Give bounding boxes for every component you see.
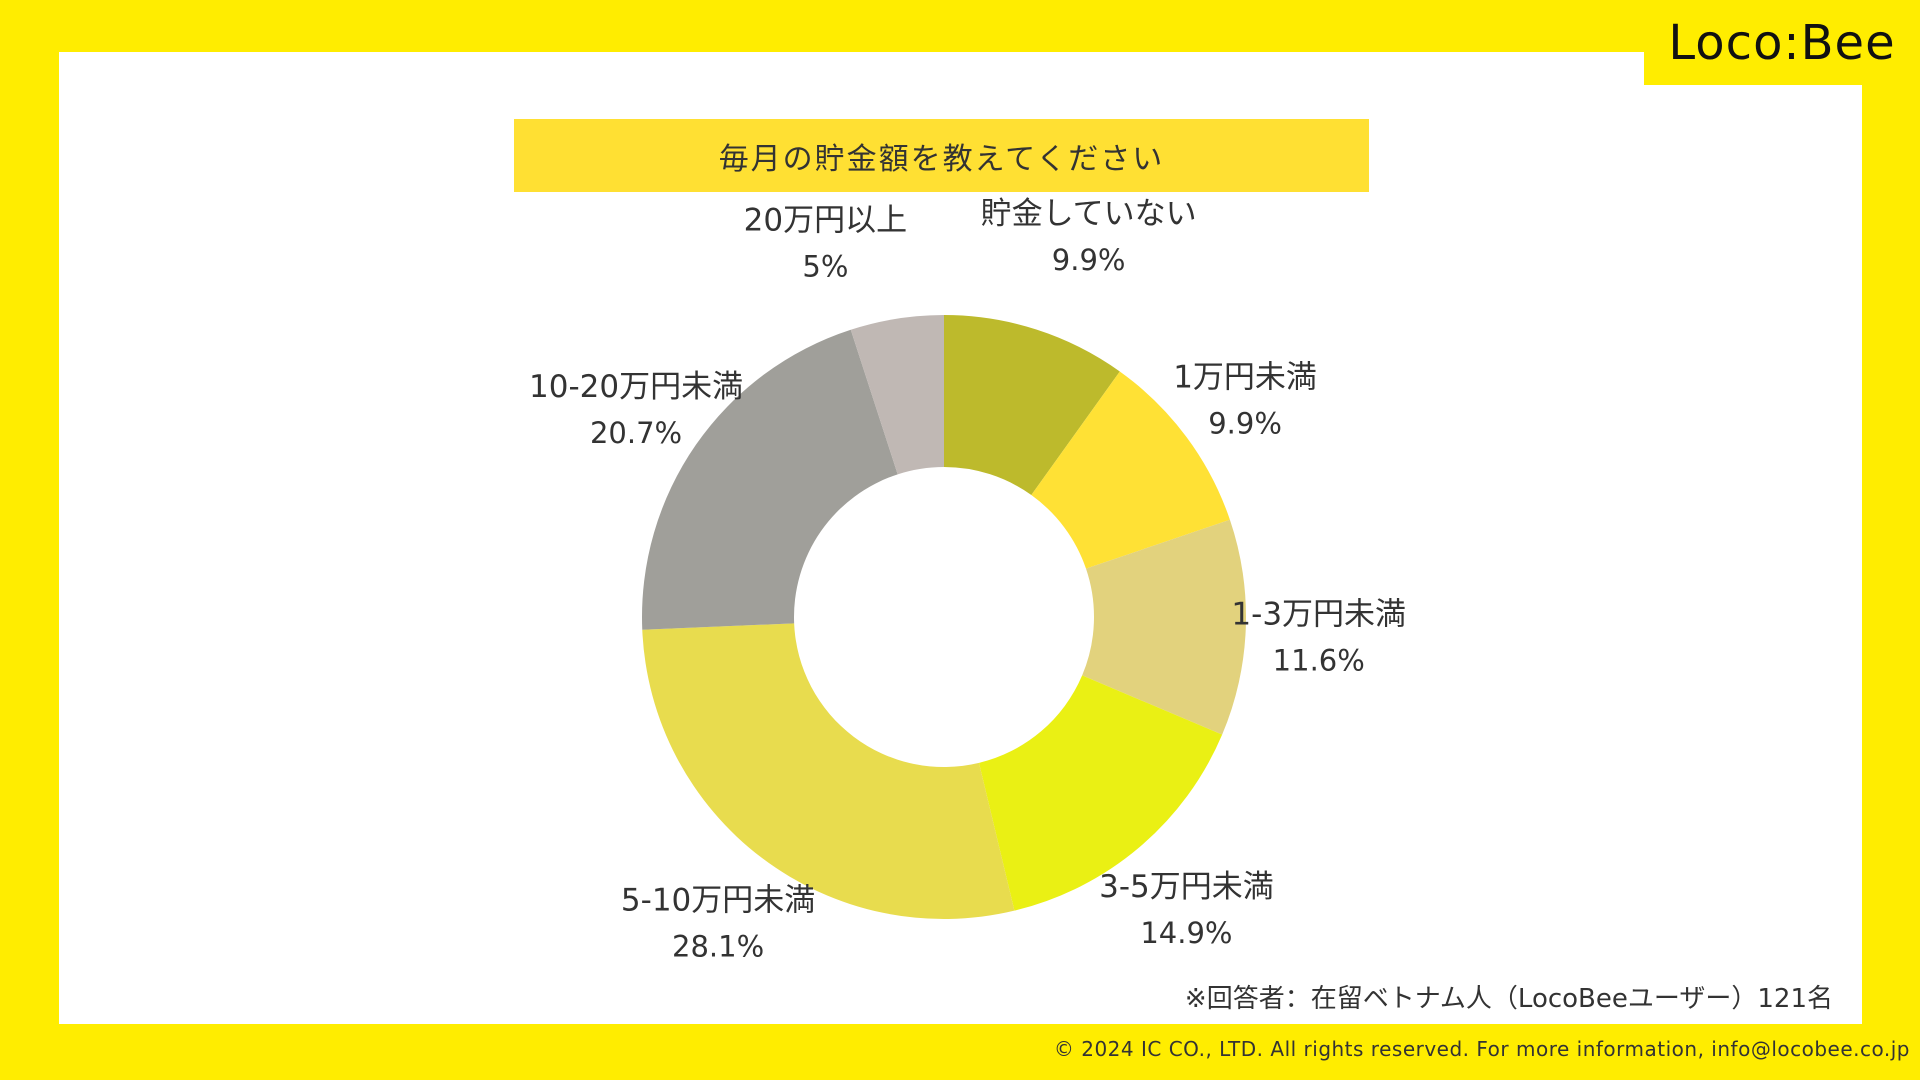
slice-category-label: 1万円未満 [1173,359,1317,395]
donut-slice [1082,519,1246,735]
donut-slice [1031,371,1230,569]
slice-value-label: 9.9% [1208,406,1282,440]
slice-value-label: 20.7% [590,416,682,450]
slice-value-label: 14.9% [1140,916,1232,950]
slice-category-label: 1-3万円未満 [1231,597,1406,633]
copyright-notice: © 2024 IC CO., LTD. All rights reserved.… [1053,1037,1910,1061]
logo-area: Loco:Bee [1644,0,1920,85]
slice-value-label: 28.1% [672,929,764,963]
donut-slice [850,315,944,475]
chart-title: 毎月の貯金額を教えてください [718,141,1165,177]
donut-slice [944,315,1120,496]
chart-title-banner: 毎月の貯金額を教えてください [514,119,1369,192]
slice-value-label: 11.6% [1273,644,1365,678]
donut-slices [642,315,1246,920]
slice-labels: 貯金していない 9.9% 1万円未満 9.9% 1-3万円未満 11.6% 3-5万円未満 1… [529,196,1406,963]
slice-category-label: 10-20万円未満 [529,369,743,405]
donut-slice [978,675,1223,911]
donut-slice [642,623,1015,920]
slice-category-label: 3-5万円未満 [1099,869,1274,905]
respondent-footnote: ※回答者：在留ベトナム人（LocoBeeユーザー）121名 [1184,984,1833,1014]
locobee-logo: Loco:Bee [1668,14,1896,71]
slice-value-label: 5% [802,250,848,284]
slice-category-label: 5-10万円未満 [621,882,815,918]
donut-slice [642,329,898,630]
slice-category-label: 20万円以上 [744,203,907,239]
slice-category-label: 貯金していない [981,196,1197,232]
slice-value-label: 9.9% [1052,243,1126,277]
